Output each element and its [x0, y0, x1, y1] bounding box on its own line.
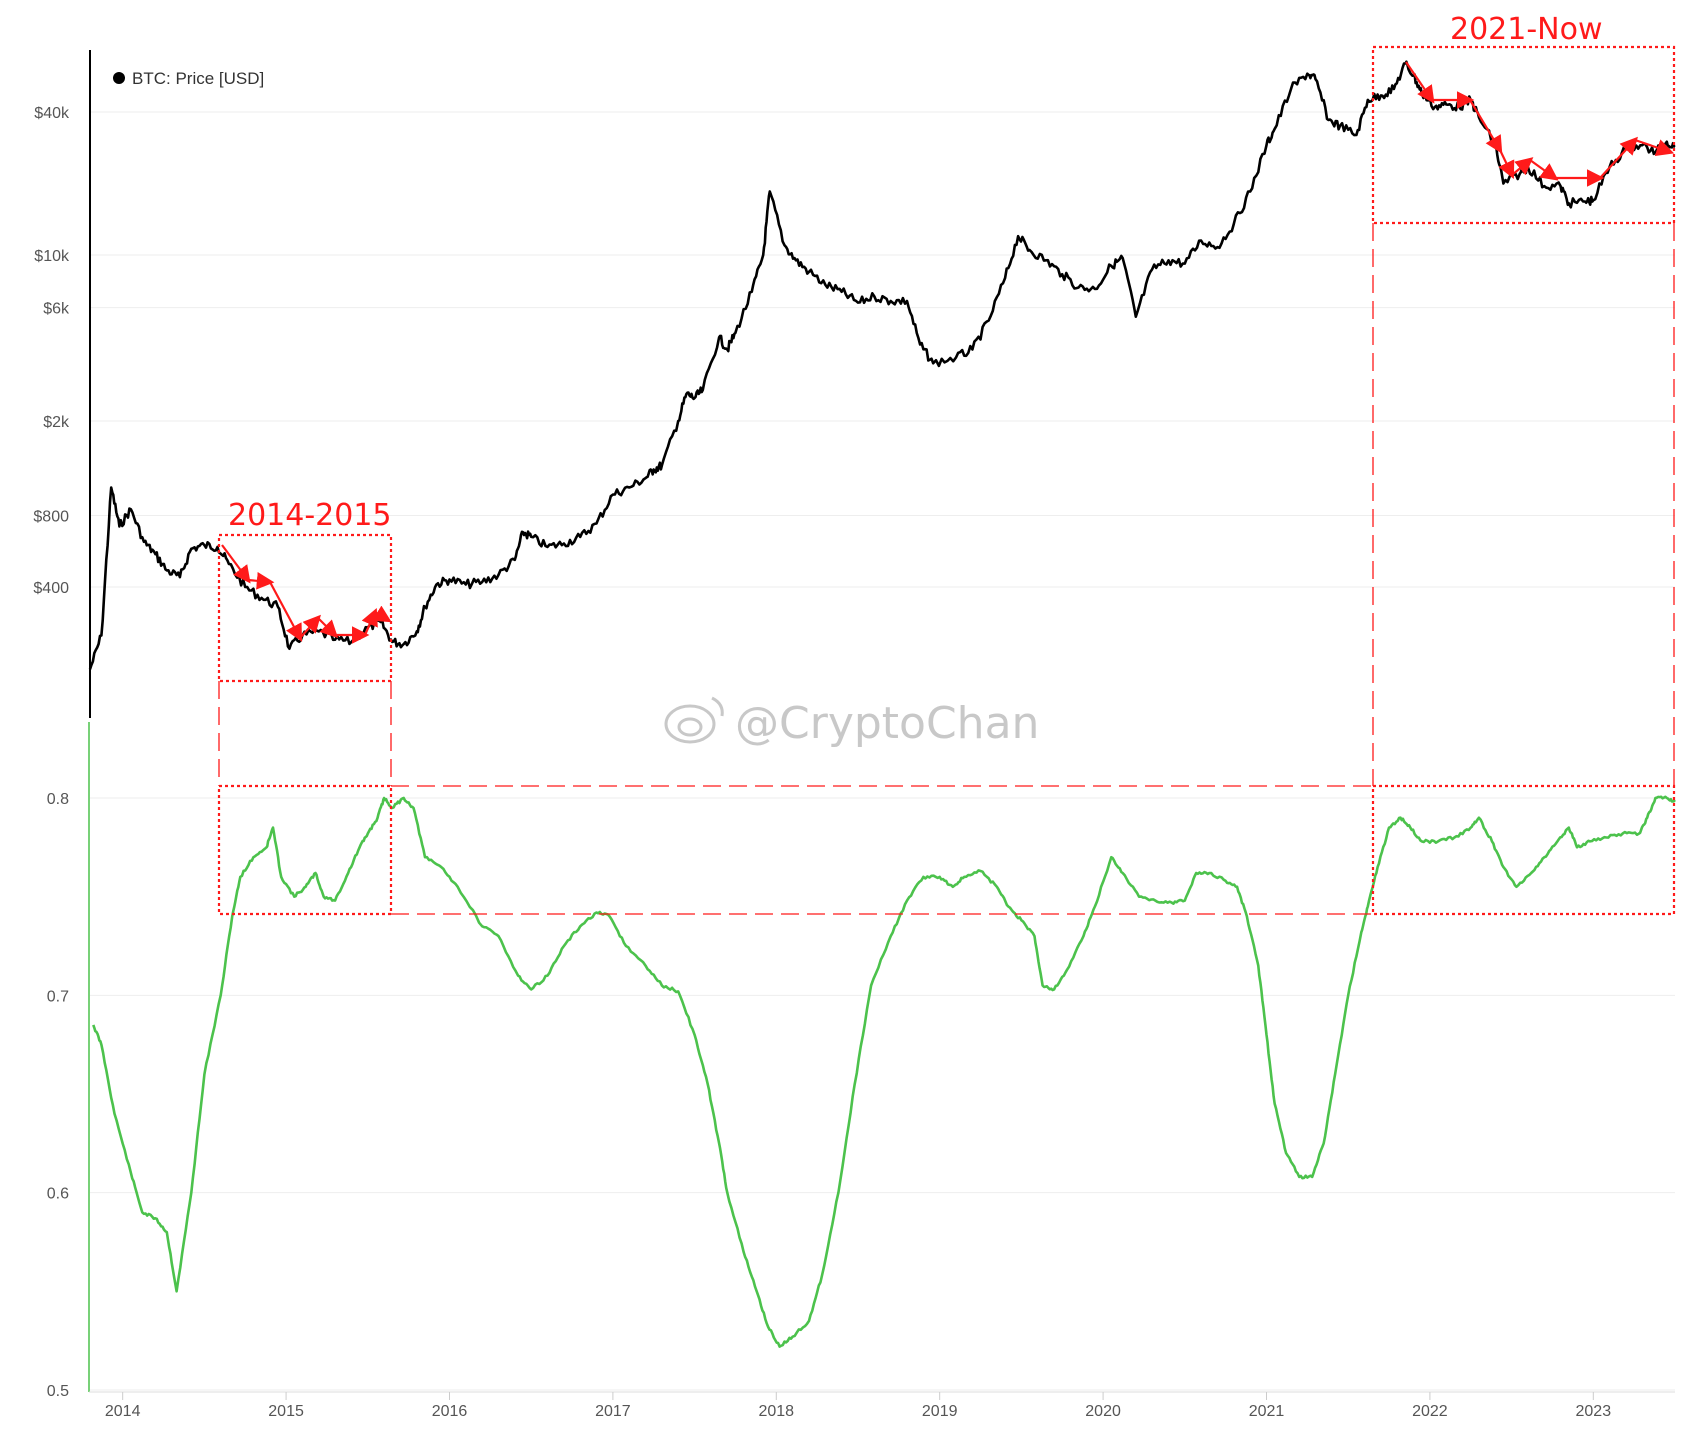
year-tick-label: 2017: [595, 1403, 631, 1420]
price-tick-label: $10k: [34, 248, 70, 265]
annotation-box-2021-now-price: [1371, 45, 1676, 225]
legend: BTC: Price [USD]: [113, 69, 264, 88]
price-axis-ticks: $40k $10k $6k $2k $800 $400: [33, 105, 70, 597]
trend-arrow: [1498, 149, 1515, 179]
year-tick-label: 2023: [1576, 1403, 1612, 1420]
ratio-tick-label: 0.5: [47, 1383, 69, 1400]
annotation-label-2014-2015: 2014-2015: [228, 498, 392, 533]
ratio-axis-ticks: 0.8 0.7 0.6 0.5: [47, 791, 69, 1400]
year-tick-label: 2018: [758, 1403, 794, 1420]
trend-arrow: [1511, 157, 1534, 176]
price-tick-label: $2k: [43, 414, 70, 431]
annotation-box-2021-now-ratio: [1371, 784, 1676, 916]
trend-arrow: [299, 614, 321, 639]
trend-arrow: [317, 617, 339, 639]
trend-arrow: [221, 544, 251, 584]
year-tick-label: 2015: [268, 1403, 304, 1420]
year-tick-label: 2014: [105, 1403, 141, 1420]
year-tick-label: 2021: [1249, 1403, 1285, 1420]
legend-label: BTC: Price [USD]: [132, 69, 264, 88]
year-tick-label: 2022: [1412, 1403, 1448, 1420]
gridlines: [90, 111, 1675, 1391]
trend-arrow: [1529, 159, 1559, 181]
legend-marker: [113, 72, 125, 84]
trend-arrow: [247, 572, 275, 590]
year-tick-label: 2020: [1085, 1403, 1121, 1420]
axes: [88, 50, 1675, 1393]
price-tick-label: $800: [33, 509, 69, 526]
trend-arrow: [372, 605, 392, 623]
btc-price-line: [88, 60, 1676, 670]
trend-arrow: [269, 581, 303, 642]
annotation-label-2021-now: 2021-Now: [1450, 12, 1603, 47]
annotation-layer: [217, 45, 1676, 916]
year-axis-ticks: 2014 2015 2016 2017 2018 2019 2020 2021 2022 2023: [105, 1392, 1611, 1420]
watermark-logo-icon: [664, 696, 724, 744]
price-tick-label: $6k: [43, 301, 70, 318]
trend-arrow: [1469, 99, 1503, 154]
annotation-box-2014-2015-ratio: [217, 784, 393, 916]
trend-arrow: [1599, 136, 1638, 179]
ratio-tick-label: 0.7: [47, 988, 69, 1005]
price-tick-label: $40k: [34, 105, 70, 122]
year-tick-label: 2016: [432, 1403, 468, 1420]
ratio-tick-label: 0.8: [47, 791, 69, 808]
annotation-box-2014-2015-price: [217, 533, 393, 683]
ratio-tick-label: 0.6: [47, 1186, 69, 1203]
watermark: @CryptoChan: [735, 698, 1039, 749]
price-tick-label: $400: [33, 580, 69, 597]
year-tick-label: 2019: [922, 1403, 958, 1420]
ratio-line: [92, 795, 1676, 1348]
trend-arrow: [1634, 138, 1675, 157]
trend-arrow: [1405, 61, 1435, 104]
